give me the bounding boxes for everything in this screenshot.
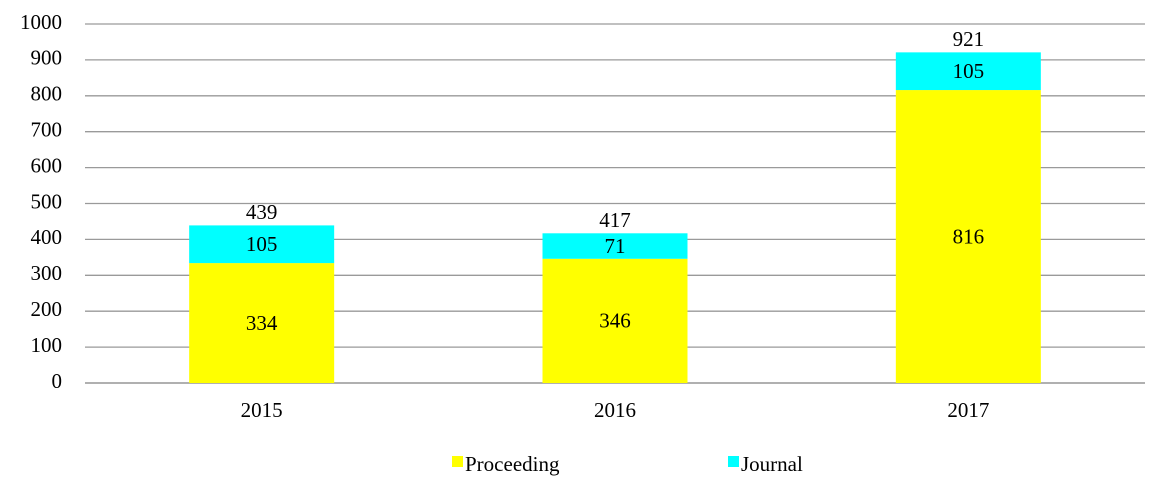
data-label: 346 — [599, 309, 631, 333]
legend-swatch — [728, 456, 739, 467]
y-tick-label: 200 — [31, 297, 63, 321]
bar-segment — [189, 225, 335, 264]
data-label: 105 — [246, 232, 278, 256]
data-label: 816 — [953, 224, 985, 248]
x-tick-label: 2016 — [594, 398, 636, 422]
total-label: 417 — [599, 208, 631, 232]
y-tick-label: 900 — [31, 46, 63, 70]
y-tick-label: 600 — [31, 153, 63, 177]
x-tick-label: 2017 — [947, 398, 989, 422]
bar-segment — [895, 90, 1041, 383]
total-label: 439 — [246, 200, 278, 224]
bar-segment — [895, 52, 1041, 91]
y-tick-label: 400 — [31, 225, 63, 249]
y-tick-label: 700 — [31, 118, 63, 142]
data-label: 105 — [953, 59, 985, 83]
y-tick-label: 1000 — [20, 10, 62, 34]
bar-segment — [542, 233, 688, 259]
y-tick-label: 0 — [52, 369, 63, 393]
y-tick-label: 100 — [31, 333, 63, 357]
y-tick-label: 500 — [31, 189, 63, 213]
y-tick-label: 800 — [31, 82, 63, 106]
total-label: 921 — [953, 27, 985, 51]
legend-swatch — [452, 456, 463, 467]
y-tick-label: 300 — [31, 261, 63, 285]
legend-label: Journal — [741, 452, 803, 476]
data-label: 334 — [246, 311, 278, 335]
data-label: 71 — [605, 234, 626, 258]
legend-label: Proceeding — [465, 452, 560, 476]
bar-segment — [189, 263, 335, 383]
bar-segment — [542, 258, 688, 383]
x-tick-label: 2015 — [241, 398, 283, 422]
